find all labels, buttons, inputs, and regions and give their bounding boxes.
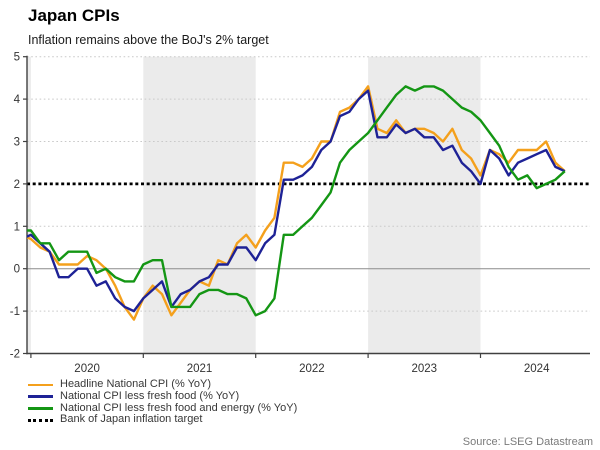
legend-item: National CPI less fresh food (% YoY) xyxy=(28,389,297,403)
y-tick-label: 1 xyxy=(14,221,20,233)
legend-swatch-dotted xyxy=(28,418,53,422)
legend-item: Headline National CPI (% YoY) xyxy=(28,378,297,391)
axis-labels: -2 -1 0 1 2 3 4 5 2020 2021 2022 2023 2024 xyxy=(10,52,550,375)
legend-swatch-solid xyxy=(28,383,53,387)
axes xyxy=(23,55,590,358)
series-lines xyxy=(27,85,566,321)
gridlines xyxy=(27,56,590,312)
legend-item: National CPI less fresh food and energy … xyxy=(28,401,298,415)
y-tick-label: 2 xyxy=(14,179,20,191)
legend-label: National CPI less fresh food (% YoY) xyxy=(60,389,240,402)
y-tick-label: 4 xyxy=(14,94,21,106)
series-line-2 xyxy=(27,85,566,317)
y-tick-label: 0 xyxy=(14,264,20,276)
chart-subtitle: Inflation remains above the BoJ's 2% tar… xyxy=(28,33,269,47)
legend-swatch-solid xyxy=(28,407,53,410)
legend-item: Bank of Japan inflation target xyxy=(28,414,297,426)
x-year-label: 2024 xyxy=(524,363,550,375)
chart-title: Japan CPIs xyxy=(28,6,120,25)
y-tick-label: 3 xyxy=(14,137,20,149)
x-year-label: 2023 xyxy=(412,363,438,375)
chart-legend: Headline National CPI (% YoY) National CP… xyxy=(28,378,298,426)
legend-label: Headline National CPI (% YoY) xyxy=(60,378,212,390)
legend-swatch-solid xyxy=(28,395,53,399)
x-year-label: 2021 xyxy=(187,363,213,375)
series-line-0 xyxy=(27,85,566,321)
y-tick-label: -1 xyxy=(10,306,20,318)
x-year-label: 2022 xyxy=(299,363,325,375)
x-year-label: 2020 xyxy=(74,363,100,375)
y-tick-label: 5 xyxy=(14,52,20,64)
y-tick-label: -2 xyxy=(10,349,20,361)
source-label: Source: LSEG Datastream xyxy=(462,436,593,448)
legend-label: Bank of Japan inflation target xyxy=(60,413,203,426)
plot-bands xyxy=(27,56,481,354)
legend-label: National CPI less fresh food and energy … xyxy=(60,401,298,414)
series-line-1 xyxy=(27,89,566,313)
